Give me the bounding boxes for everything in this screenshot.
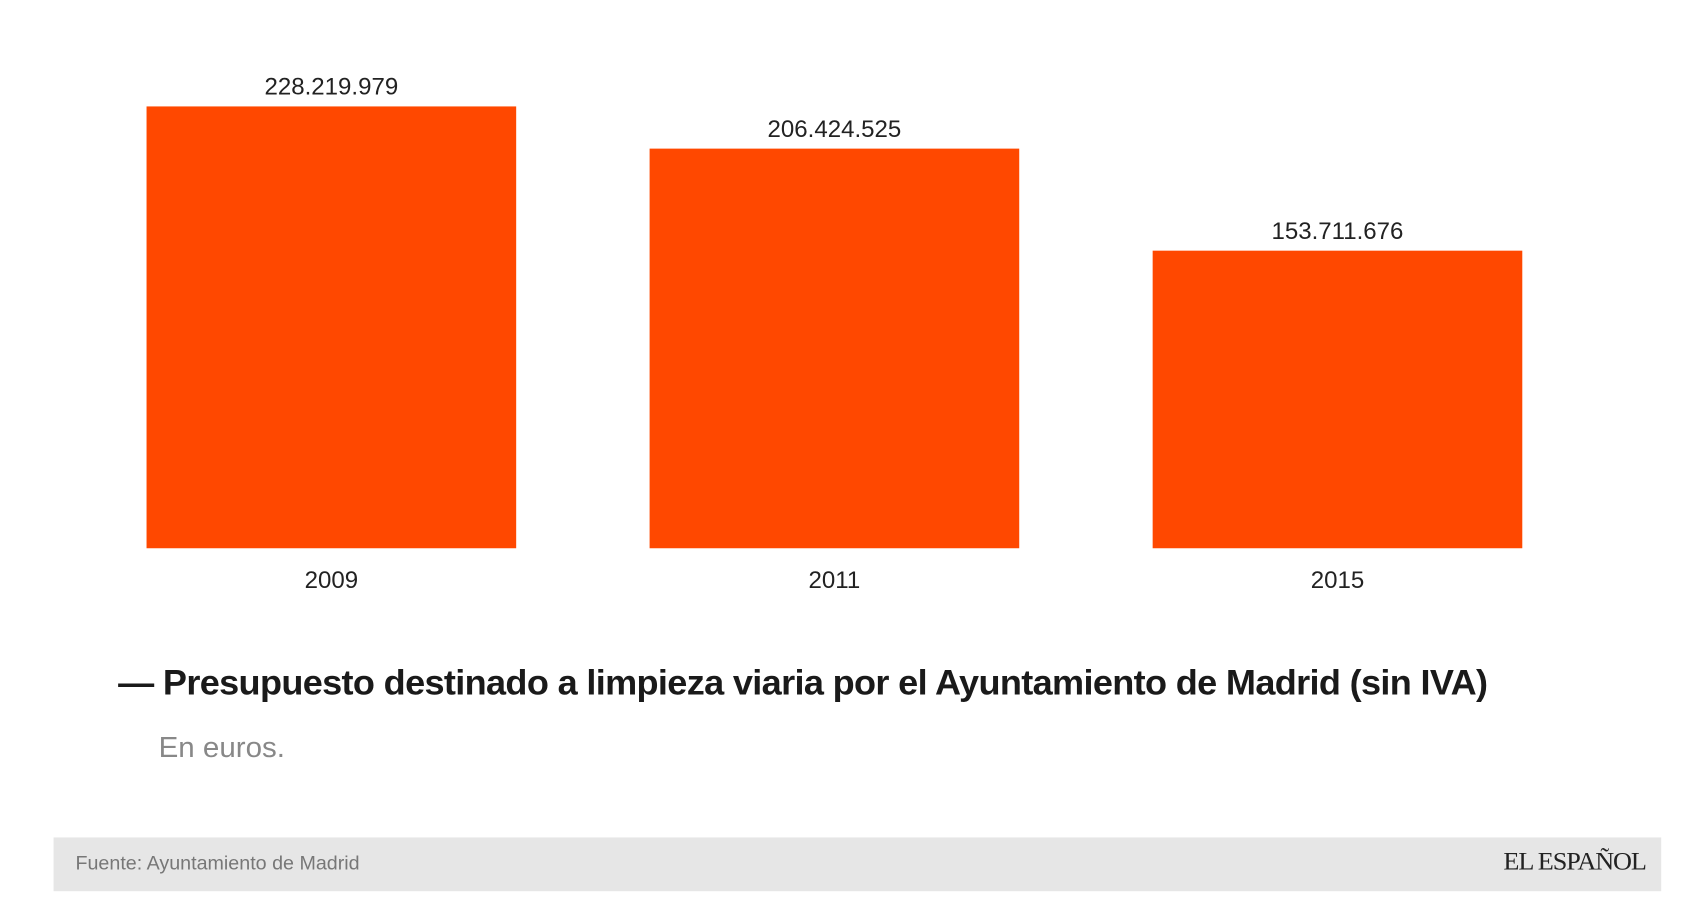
category-label: 2009 [305,567,358,594]
value-label: 228.219.979 [264,74,398,101]
footer-bar: Fuente: Ayuntamiento de Madrid EL ESPAÑO… [53,837,1662,892]
chart-subtitle: En euros. [158,731,285,764]
value-label: 153.711.676 [1272,218,1404,245]
bar-2009 [146,106,517,549]
category-label: 2015 [1311,567,1364,594]
source-note: Fuente: Ayuntamiento de Madrid [75,852,360,874]
el-espanol-logo: EL ESPAÑOL [1503,848,1647,877]
bar-2015 [1152,250,1523,549]
title-dash: — [118,662,154,702]
bar-2011 [649,148,1020,549]
bar-chart: 228.219.979 2009 206.424.525 2011 153.711.67… [146,74,1523,594]
value-label: 206.424.525 [768,116,902,143]
title-text: Presupuesto destinado a limpieza viaria … [162,662,1488,702]
category-label: 2011 [809,567,861,594]
chart-title: — Presupuesto destinado a limpieza viari… [118,662,1488,703]
